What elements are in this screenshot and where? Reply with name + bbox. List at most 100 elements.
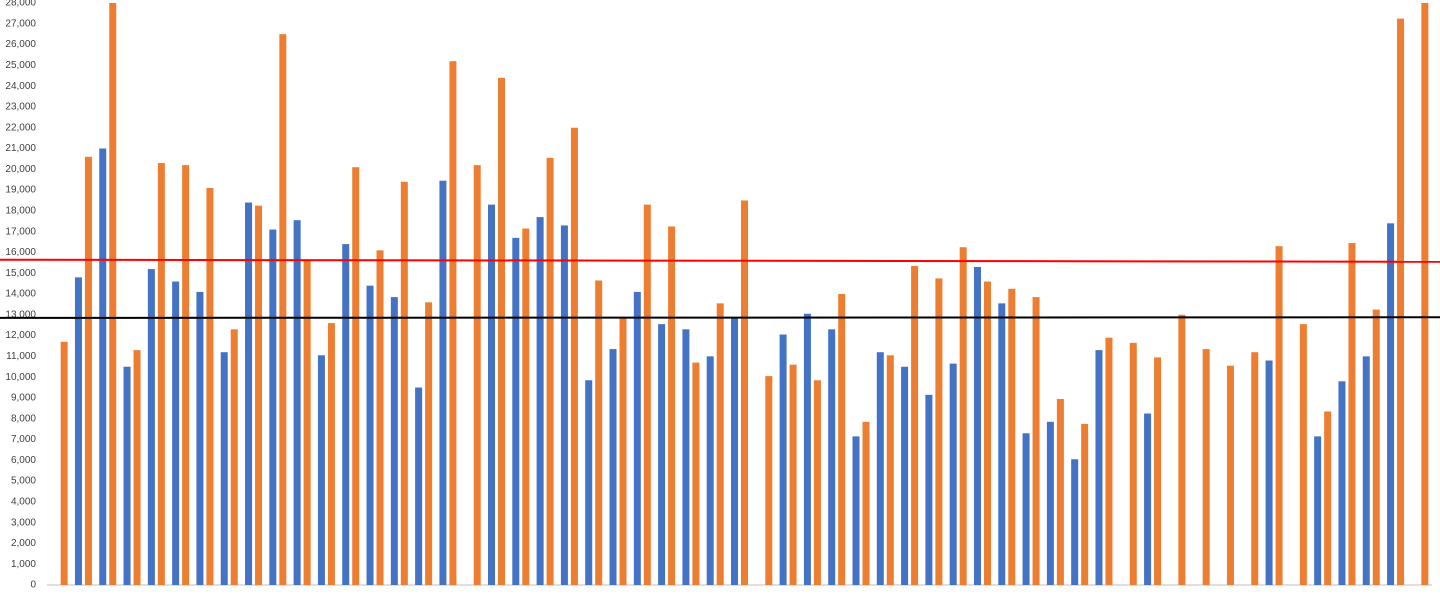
bar — [789, 364, 797, 585]
bar — [1095, 350, 1103, 585]
y-tick-label: 12,000 — [5, 330, 36, 341]
bar — [741, 200, 748, 585]
bar — [828, 329, 836, 585]
y-tick-label: 10,000 — [5, 372, 36, 383]
bar — [1275, 246, 1283, 585]
bar — [449, 61, 457, 585]
y-tick-label: 2,000 — [11, 538, 36, 549]
bar — [668, 226, 676, 586]
y-tick-label: 13,000 — [5, 309, 36, 320]
bar — [925, 394, 933, 585]
bar — [99, 148, 107, 585]
bar — [269, 229, 277, 586]
bar — [779, 334, 787, 585]
bar — [352, 167, 360, 585]
reference-line — [0, 316, 1440, 319]
bar — [182, 165, 190, 585]
bar — [765, 376, 773, 585]
bar — [643, 204, 651, 585]
bar — [1362, 356, 1370, 585]
bar — [1071, 459, 1079, 585]
y-tick-label: 19,000 — [5, 185, 36, 196]
bar — [609, 349, 617, 585]
bar — [973, 266, 981, 585]
y-tick-label: 16,000 — [5, 247, 36, 258]
bar — [1265, 360, 1273, 585]
bar — [959, 247, 967, 585]
bar — [196, 291, 204, 585]
bar — [498, 77, 506, 585]
bar — [293, 220, 301, 586]
bar — [327, 323, 335, 585]
bar — [366, 285, 374, 585]
y-tick-label: 27,000 — [5, 18, 36, 29]
bar — [60, 341, 68, 585]
bar — [342, 244, 350, 585]
y-tick-label: 28,000 — [5, 0, 36, 9]
y-tick-label: 18,000 — [5, 205, 36, 216]
bar — [862, 421, 870, 585]
bar — [1314, 436, 1322, 585]
bar — [279, 34, 287, 585]
y-tick-label: 3,000 — [11, 517, 36, 528]
bar — [439, 180, 447, 586]
y-tick-label: 15,000 — [5, 268, 36, 279]
y-tick-label: 17,000 — [5, 226, 36, 237]
bar — [886, 355, 894, 585]
bar — [425, 302, 433, 585]
bar — [1081, 423, 1089, 585]
bar — [133, 350, 141, 585]
bar — [1178, 314, 1186, 585]
y-tick-label: 11,000 — [6, 351, 36, 362]
bar — [1032, 297, 1040, 585]
bar — [876, 352, 884, 585]
bar — [415, 387, 423, 585]
bar — [682, 329, 690, 585]
y-tick-label: 7,000 — [11, 434, 36, 445]
bar — [488, 204, 496, 585]
bar — [123, 366, 131, 585]
bar — [998, 303, 1006, 585]
bar — [303, 259, 311, 585]
y-tick-label: 22,000 — [5, 122, 36, 133]
bar — [1129, 342, 1137, 585]
y-tick-label: 20,000 — [5, 164, 36, 175]
bar — [84, 156, 92, 586]
bar — [376, 250, 384, 585]
bar — [595, 280, 603, 585]
y-tick-label: 8,000 — [11, 413, 36, 424]
y-tick-label: 26,000 — [5, 39, 36, 50]
bar — [1251, 352, 1259, 585]
bar — [852, 436, 860, 585]
y-tick-label: 23,000 — [5, 102, 36, 113]
bar — [949, 363, 957, 585]
bar — [206, 187, 214, 585]
bar — [838, 294, 846, 585]
bar — [1387, 223, 1395, 586]
y-tick-label: 25,000 — [5, 60, 36, 71]
bar — [546, 157, 554, 585]
y-tick-label: 4,000 — [11, 496, 36, 507]
bar — [1348, 243, 1356, 585]
y-tick-label: 1,000 — [11, 559, 36, 570]
bar — [1202, 349, 1210, 585]
bar — [390, 297, 398, 585]
bar — [1154, 357, 1162, 585]
bar — [1372, 309, 1380, 585]
bar — [1299, 324, 1307, 585]
y-tick-label: 0 — [30, 580, 36, 591]
bar — [706, 356, 714, 585]
bar — [1022, 433, 1030, 585]
bar — [901, 366, 909, 585]
bar — [911, 265, 919, 585]
bar — [619, 317, 627, 585]
bar — [1338, 381, 1346, 585]
bar — [983, 281, 991, 585]
y-tick-label: 14,000 — [5, 289, 36, 300]
bar — [157, 163, 165, 586]
bar — [230, 329, 238, 585]
bar — [1397, 18, 1405, 585]
bar — [245, 202, 253, 586]
bar — [560, 225, 568, 585]
